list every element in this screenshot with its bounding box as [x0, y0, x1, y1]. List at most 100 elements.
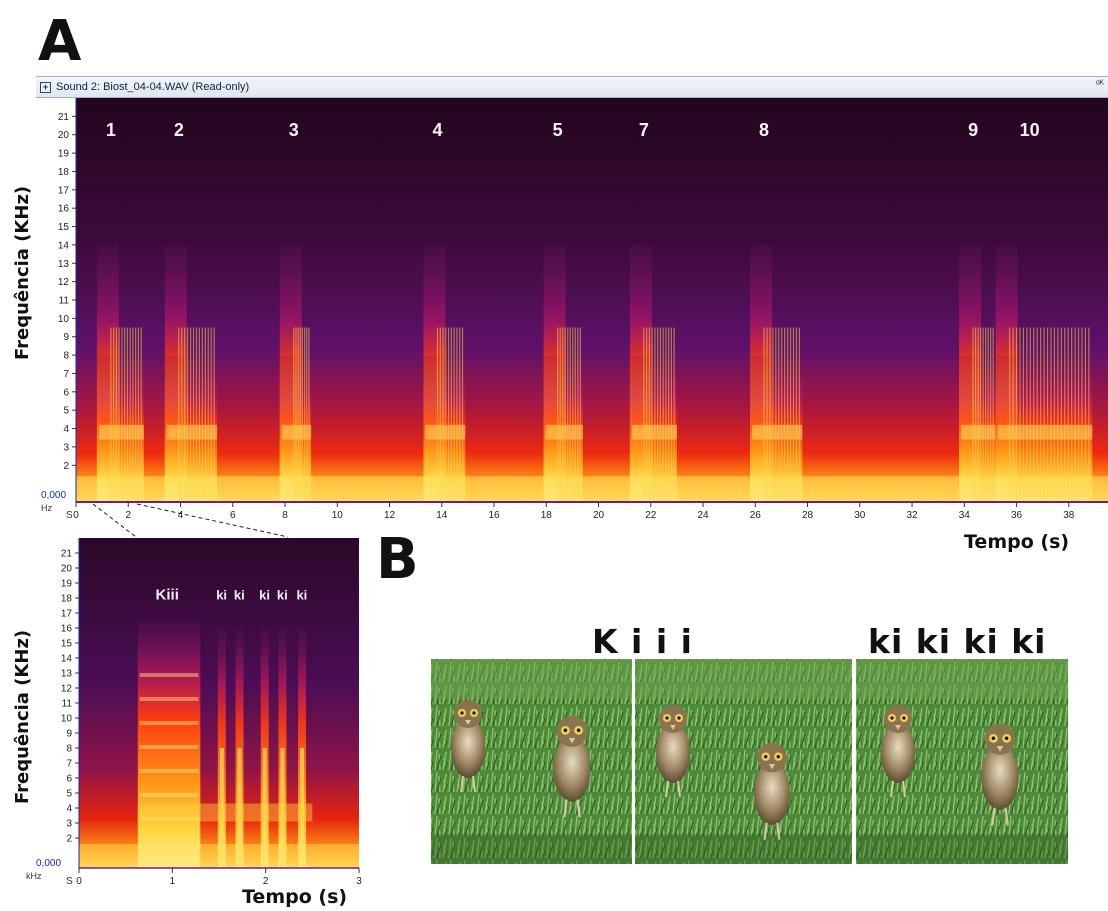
owl-leg — [665, 780, 669, 798]
window-title: Sound 2: Biost_04-04.WAV (Read-only) — [56, 81, 250, 93]
zoom-y-tick-label: 2 — [66, 834, 72, 845]
photo-foreground-shadow — [431, 834, 632, 864]
photo-foreground-shadow — [856, 834, 1068, 864]
burrowing-owl-icon — [553, 716, 591, 818]
zoom-x-tick-label: 3 — [356, 876, 362, 887]
owl-pupil — [472, 711, 476, 715]
zoom-y-tick-label: 8 — [66, 744, 72, 755]
main-x-tick-label: 16 — [488, 510, 500, 521]
owl-leg — [763, 822, 768, 840]
owl-pair-photo — [635, 659, 852, 864]
zoom-connector-right — [136, 503, 289, 538]
owl-pupil — [576, 728, 581, 733]
owl-leg — [776, 822, 781, 840]
main-x-tick-label: 30 — [854, 510, 866, 521]
main-y-zero-label: 0,000 — [41, 490, 66, 501]
call-number-label: 4 — [432, 120, 442, 140]
zoom-y-tick-label: 4 — [66, 804, 72, 815]
main-y-tick-label: 19 — [58, 149, 70, 160]
main-y-tick-label: 9 — [63, 332, 69, 343]
owl-pupil — [764, 754, 768, 759]
owl-pupil — [991, 736, 996, 741]
zoom-syllable-label: ki — [234, 588, 245, 603]
owl-pupil — [902, 716, 906, 720]
zoom-y-tick-label: 6 — [66, 774, 72, 785]
call-number-label: 3 — [289, 120, 299, 140]
owl-head — [556, 716, 588, 747]
owl-beak — [768, 764, 776, 770]
main-x-tick-label: 36 — [1011, 510, 1023, 521]
owl-body — [981, 743, 1019, 810]
zoom-noise-band — [79, 844, 359, 868]
owl-body — [881, 723, 915, 783]
photo-background-haze — [431, 659, 632, 699]
main-y-tick-label: 8 — [63, 351, 69, 362]
owl-pupil — [460, 711, 464, 715]
owl-pupil — [677, 716, 681, 720]
ki-harmonic-band — [137, 803, 313, 822]
zoom-connector-left — [92, 503, 137, 538]
owl-leg — [1004, 807, 1009, 826]
call-harmonic-band — [545, 424, 583, 440]
ki-pulse-core — [300, 748, 305, 868]
main-x-tick-label: 24 — [697, 510, 709, 521]
burrowing-owl-icon — [881, 705, 915, 798]
main-x-tick-label: 8 — [282, 510, 288, 521]
owl-beak — [996, 746, 1004, 752]
burrowing-owl-icon — [754, 743, 790, 840]
owl-beak — [895, 725, 901, 730]
zoom-x-tick-label: 2 — [263, 876, 269, 887]
main-x-tick-label: 10 — [332, 510, 344, 521]
zoom-y-tick-label: 10 — [61, 714, 73, 725]
main-x-tick-label: 2 — [125, 510, 131, 521]
kiii-harmonic — [139, 745, 199, 749]
owl-head — [757, 743, 787, 773]
main-x-tick-label: 38 — [1063, 510, 1075, 521]
owl-body — [754, 761, 790, 825]
main-y-axis-area — [36, 98, 76, 502]
zoom-x-tick-label: 1 — [170, 876, 176, 887]
owl-beak — [670, 725, 676, 730]
owl-leg — [890, 780, 894, 798]
owl-pupil — [776, 754, 780, 759]
owl-leg — [576, 799, 581, 818]
zoom-y-tick-label: 20 — [61, 564, 73, 575]
zoom-syllable-label: Kiii — [156, 587, 179, 604]
window-restore-icon[interactable]: ᵅᴷ — [1095, 79, 1104, 90]
zoom-y-tick-label: 16 — [61, 624, 73, 635]
kiii-harmonic — [139, 721, 199, 725]
main-y-axis-title: Frequência (KHz) — [12, 185, 33, 360]
call-harmonic-band — [752, 424, 803, 440]
window-plus-icon[interactable]: + — [40, 81, 51, 93]
burrowing-owl-icon — [981, 724, 1019, 826]
syllable-caption-long: K i i i — [592, 622, 693, 661]
main-x-tick-label: 6 — [230, 510, 236, 521]
main-y-tick-label: 7 — [63, 369, 69, 380]
call-number-label: 10 — [1020, 120, 1040, 140]
owl-head — [984, 724, 1016, 755]
zoom-x-unit-label: S — [66, 876, 73, 887]
call-number-label: 7 — [639, 120, 649, 140]
ki-pulse-core — [262, 748, 267, 868]
main-x-axis-title: Tempo (s) — [964, 531, 1070, 553]
owl-head — [454, 700, 482, 728]
main-x-tick-label: 20 — [593, 510, 605, 521]
owl-pupil — [890, 716, 894, 720]
owl-pupil — [563, 728, 568, 733]
zoom-y-tick-label: 5 — [66, 789, 72, 800]
low-frequency-noise-band — [76, 476, 1108, 502]
zoom-y-tick-label: 12 — [61, 684, 73, 695]
main-y-tick-label: 2 — [63, 461, 69, 472]
zoom-syllable-label: ki — [259, 588, 270, 603]
owl-head — [884, 705, 912, 733]
main-x-tick-label: 12 — [384, 510, 396, 521]
kiii-harmonic — [139, 793, 199, 797]
call-number-label: 1 — [106, 120, 116, 140]
zoom-y-tick-label: 15 — [61, 639, 73, 650]
owl-pupil — [1004, 736, 1009, 741]
zoom-syllable-label: ki — [216, 588, 227, 603]
owl-pair-photo — [856, 659, 1068, 864]
kiii-harmonic — [139, 769, 199, 773]
call-harmonic-band — [166, 424, 218, 440]
